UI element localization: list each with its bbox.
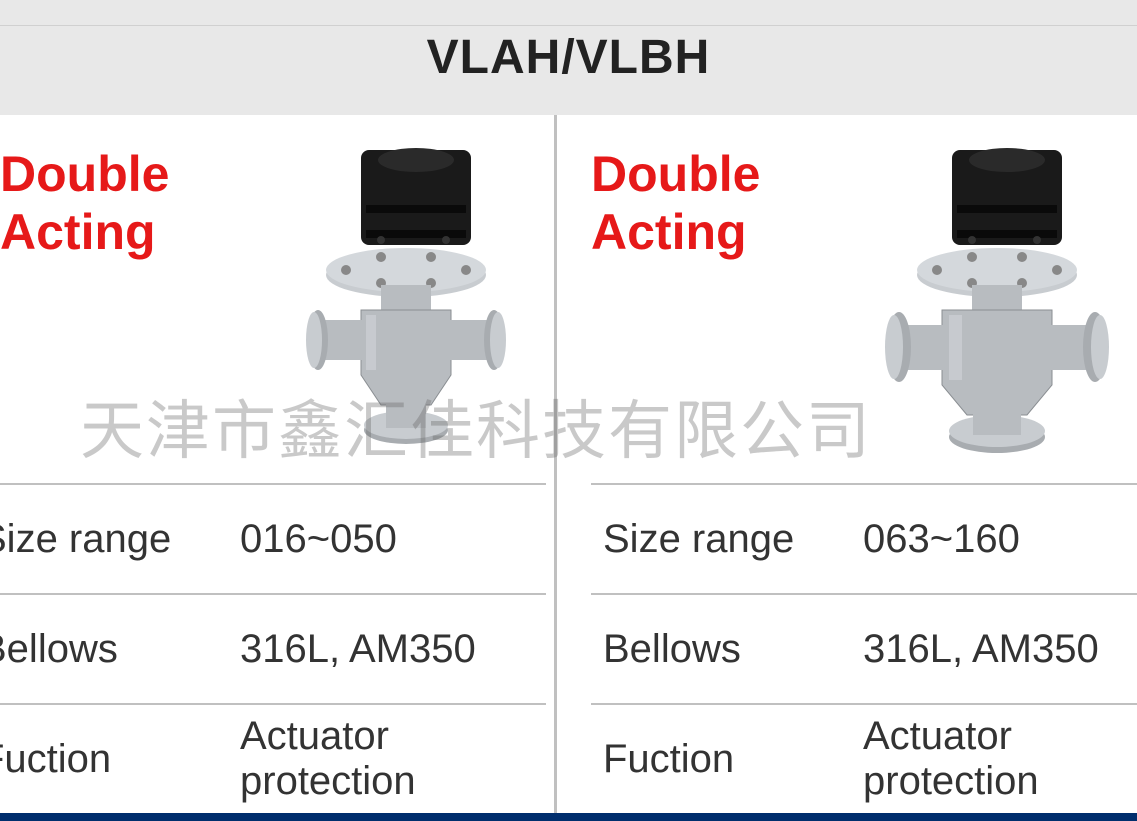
spec-label: Bellows [0,627,240,672]
spec-row: Bellows 316L, AM350 [591,595,1137,705]
spec-value: 316L, AM350 [240,627,476,672]
spec-label: Size range [0,517,240,562]
spec-row: Fuction Actuator protection [0,705,546,815]
spec-row: Size range 063~160 [591,485,1137,595]
spec-row: Bellows 316L, AM350 [0,595,546,705]
header-band: VLAH/VLBH [0,0,1137,115]
valve-icon [877,145,1117,455]
spec-label: Fuction [603,737,863,782]
spec-value: Actuator protection [863,714,1137,804]
spec-label: Size range [603,517,863,562]
page-title: VLAH/VLBH [427,30,711,85]
content-area: Double Acting [0,115,1137,821]
header-row-right: Double Acting [591,145,1137,485]
spec-value: 063~160 [863,517,1020,562]
spec-value: 316L, AM350 [863,627,1099,672]
section-title-left: Double Acting [0,145,286,261]
valve-image-left [286,145,526,455]
column-divider [554,115,557,821]
valve-icon [286,145,526,455]
spec-label: Bellows [603,627,863,672]
bottom-bar [0,813,1137,821]
spec-value: 016~050 [240,517,397,562]
header-row-left: Double Acting [0,145,546,485]
spec-label: Fuction [0,737,240,782]
spec-row: Size range 016~050 [0,485,546,595]
spec-value: Actuator protection [240,714,546,804]
column-right: Double Acting [561,115,1137,821]
valve-image-right [877,145,1117,455]
section-title-right: Double Acting [591,145,877,261]
column-left: Double Acting [0,115,561,821]
spec-row: Fuction Actuator protection [591,705,1137,815]
